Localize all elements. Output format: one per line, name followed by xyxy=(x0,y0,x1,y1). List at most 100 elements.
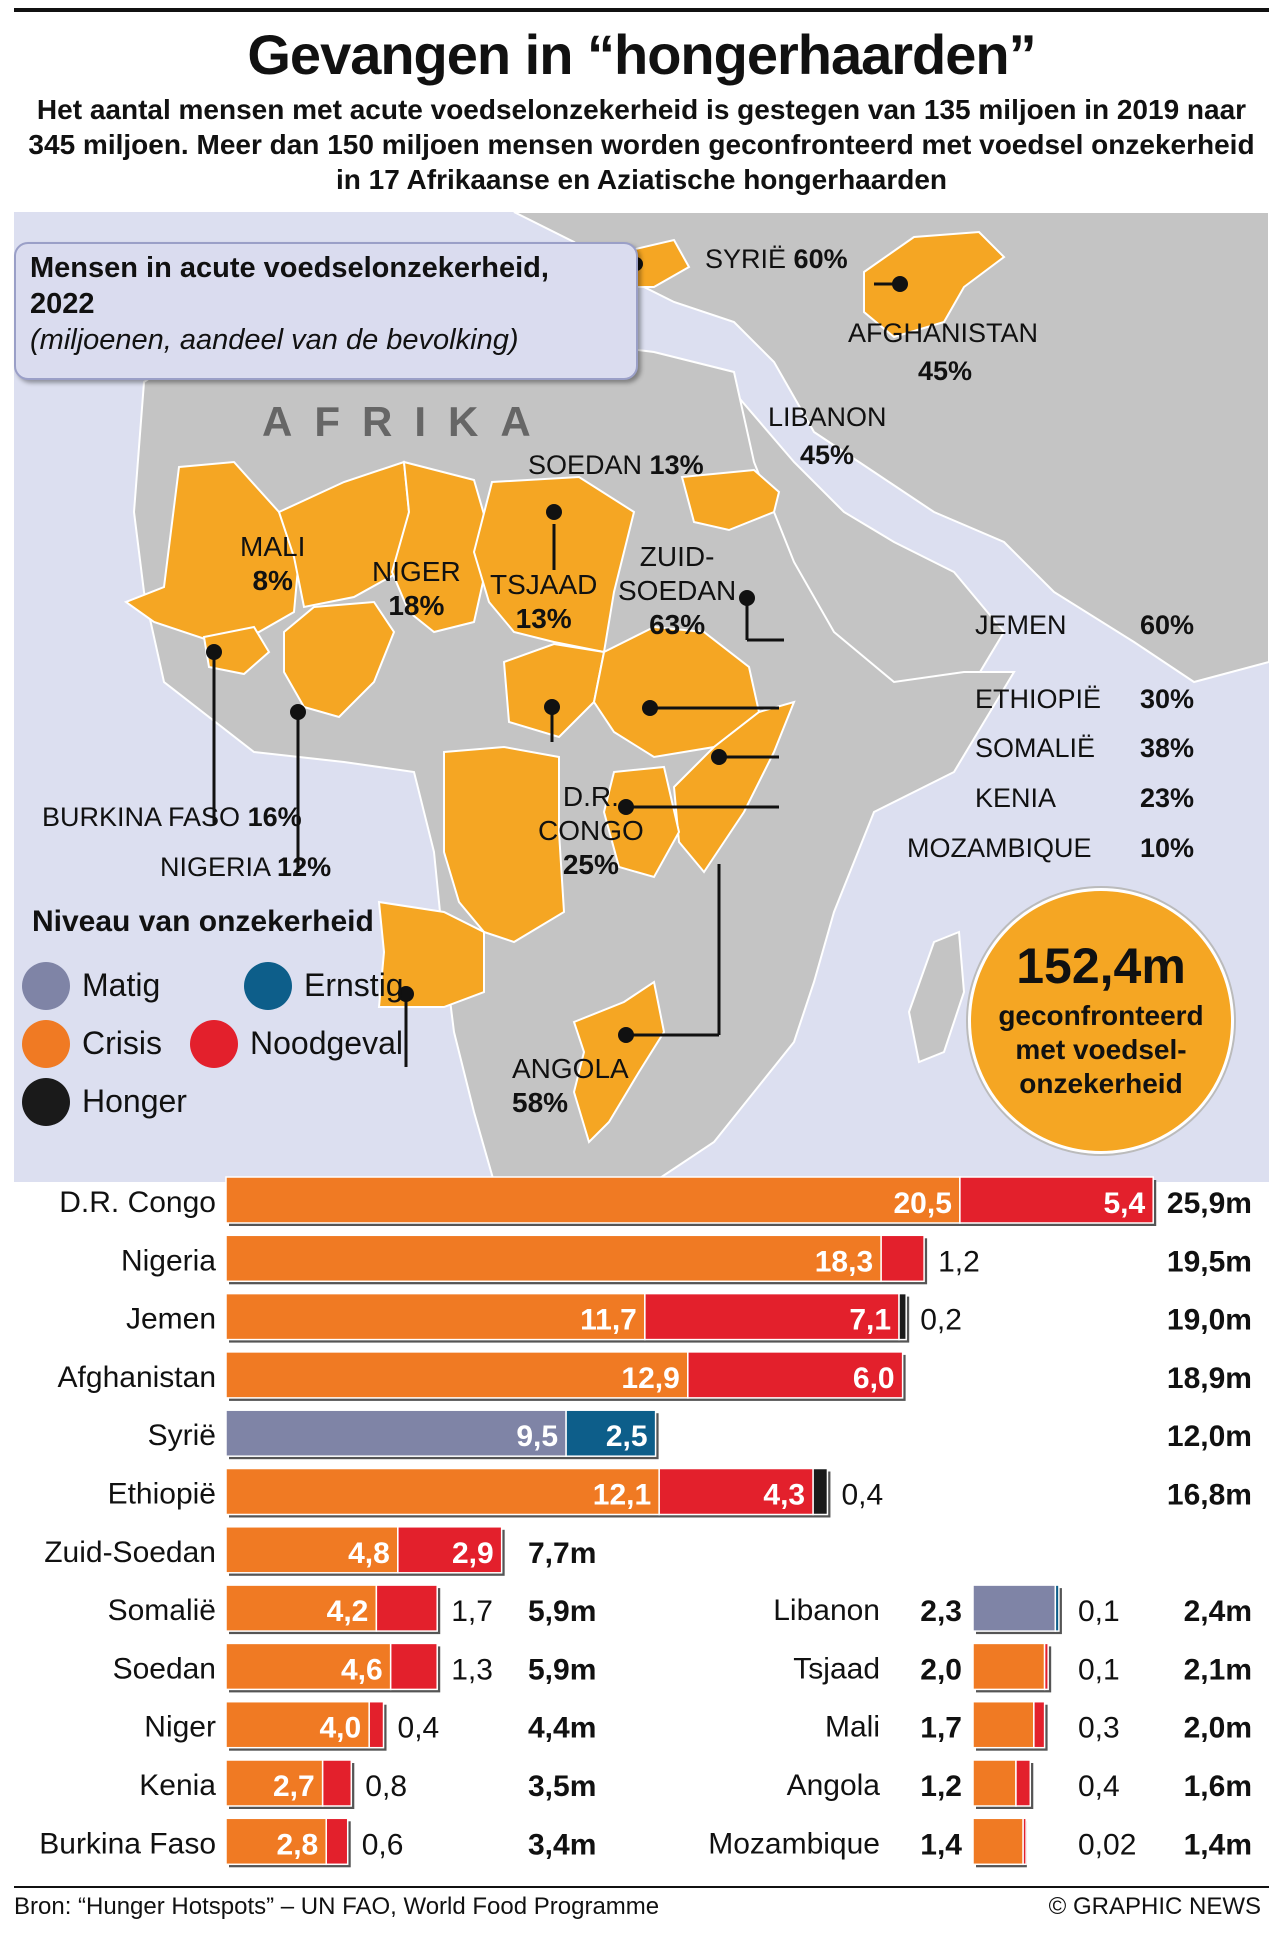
legend-label-noodgeval: Noodgeval xyxy=(250,1025,403,1061)
bar-country-label-afghanistan: Afghanistan xyxy=(58,1361,216,1394)
bubble-text-3: onzekerheid xyxy=(1019,1068,1183,1099)
label-chad: TSJAAD 13% xyxy=(490,569,598,634)
bar-segment-nigeria-noodgeval xyxy=(880,1234,925,1283)
bar-segment-mali-noodgeval xyxy=(1033,1700,1046,1749)
label-mozambique-pct: 10% xyxy=(1140,833,1195,863)
page-subtitle: Het aantal mensen met acute voedselonzek… xyxy=(28,94,1255,195)
bar-segment-kenia-noodgeval xyxy=(321,1759,353,1807)
bar-segment-soedan-crisis xyxy=(225,1642,392,1691)
bar-segment-tsjaad-noodgeval xyxy=(1043,1642,1049,1691)
bar-country-label-libanon: Libanon xyxy=(773,1594,880,1627)
label-afghanistan-pct: 45% xyxy=(918,356,973,386)
bar-value-label-jemen-2: 0,2 xyxy=(920,1304,962,1337)
label-yemen-pct: 60% xyxy=(1140,610,1195,640)
legend-swatch-noodgeval xyxy=(190,1020,238,1068)
map-nigeria xyxy=(283,600,396,719)
bar-value-label-nigeria-0: 18,3 xyxy=(815,1245,873,1278)
page-title: Gevangen in “hongerhaarden” xyxy=(247,23,1036,86)
bar-value-label-tsjaad-0: 2,0 xyxy=(920,1653,962,1686)
bar-country-label-niger: Niger xyxy=(144,1711,216,1744)
bar-country-label-burkina-faso: Burkina Faso xyxy=(39,1827,216,1860)
bubble-text-1: geconfronteerd xyxy=(998,1000,1204,1031)
africa-map xyxy=(14,212,1269,1182)
dot-south-sudan xyxy=(544,699,560,715)
bar-total-label-ethiopi-: 16,8m xyxy=(1167,1479,1252,1512)
legend-label-ernstig: Ernstig xyxy=(304,967,404,1003)
bar-total-label-afghanistan: 18,9m xyxy=(1167,1362,1252,1395)
legend-label-matig: Matig xyxy=(82,967,161,1003)
bar-value-label-soedan-0: 4,6 xyxy=(341,1653,383,1686)
bar-total-label-kenia: 3,5m xyxy=(528,1770,596,1803)
bar-value-label-ethiopi--1: 4,3 xyxy=(763,1479,805,1512)
bubble-text-2: met voedsel- xyxy=(1015,1034,1187,1065)
bar-value-label-d-r-congo-1: 5,4 xyxy=(1104,1187,1146,1220)
map-info-box: Mensen in acute voedselonzekerheid, 2022… xyxy=(14,242,638,380)
bar-value-label-niger-1: 0,4 xyxy=(398,1712,440,1745)
label-burkina: BURKINA FASO 16% xyxy=(42,802,302,832)
legend-label-honger: Honger xyxy=(82,1083,187,1119)
label-mali: MALI 8% xyxy=(240,531,306,596)
bar-value-label-somali--1: 1,7 xyxy=(451,1595,493,1628)
bar-country-label-somali-: Somalië xyxy=(108,1594,216,1627)
bar-segment-somali--crisis xyxy=(225,1584,378,1632)
bar-value-label-jemen-1: 7,1 xyxy=(849,1304,891,1337)
label-syria: SYRIË 60% xyxy=(705,244,848,274)
legend-swatch-ernstig xyxy=(244,962,292,1010)
bar-segment-ethiopi--crisis xyxy=(225,1467,660,1516)
bar-total-label-burkina-faso: 3,4m xyxy=(528,1828,596,1861)
dot-nigeria xyxy=(290,704,306,720)
bar-segment-mozambique-crisis xyxy=(972,1817,1024,1866)
bar-segment-ethiopi--noodgeval xyxy=(658,1467,814,1516)
map-mozambique xyxy=(572,980,666,1144)
bar-segment-mali-crisis xyxy=(972,1700,1035,1749)
bar-segment-afghanistan-crisis xyxy=(225,1351,689,1399)
footer-credit: © GRAPHIC NEWS xyxy=(1048,1893,1261,1920)
label-sudan: SOEDAN 13% xyxy=(528,450,704,480)
label-somalia-pct: 38% xyxy=(1140,733,1195,763)
bar-value-label-angola-1: 0,4 xyxy=(1078,1770,1120,1803)
bar-segment-kenia-crisis xyxy=(225,1759,324,1807)
dot-somalia xyxy=(711,749,727,765)
bar-total-label-angola: 1,6m xyxy=(1184,1770,1252,1803)
map-mali xyxy=(123,460,301,644)
bar-total-label-mozambique: 1,4m xyxy=(1184,1828,1252,1861)
map-drc xyxy=(443,745,566,944)
bar-value-label-kenia-1: 0,8 xyxy=(365,1770,407,1803)
bar-value-label-nigeria-1: 1,2 xyxy=(938,1245,980,1278)
map-chad xyxy=(390,460,494,634)
bar-value-label-afghanistan-0: 12,9 xyxy=(621,1362,679,1395)
bar-segment-angola-noodgeval xyxy=(1015,1759,1032,1807)
dot-ethiopia xyxy=(642,700,658,716)
legend-swatch-matig xyxy=(22,962,70,1010)
bar-value-label-angola-0: 1,2 xyxy=(920,1770,962,1803)
dot-kenya xyxy=(618,799,634,815)
bar-country-label-tsjaad: Tsjaad xyxy=(793,1652,880,1685)
bar-value-label-zuid-soedan-1: 2,9 xyxy=(452,1537,494,1570)
bar-segment-burkina-faso-noodgeval xyxy=(325,1817,349,1866)
bar-country-label-d-r-congo: D.R. Congo xyxy=(59,1186,216,1219)
label-kenya: KENIA xyxy=(975,783,1057,813)
label-niger: NIGER 18% xyxy=(372,556,461,621)
bar-value-label-zuid-soedan-0: 4,8 xyxy=(348,1537,390,1570)
bar-value-label-kenia-0: 2,7 xyxy=(273,1770,315,1803)
bar-value-label-mali-0: 1,7 xyxy=(920,1712,962,1745)
bar-value-label-jemen-0: 11,7 xyxy=(580,1304,637,1337)
bar-total-label-nigeria: 19,5m xyxy=(1167,1245,1252,1278)
bar-chart: D.R. Congo 20,5 5,4 25,9m Nigeria 18,3 1,2 19,5… xyxy=(39,1176,1252,1868)
bar-total-label-niger: 4,4m xyxy=(528,1712,596,1745)
bar-segment-syri--ernstig xyxy=(565,1409,657,1457)
dot-angola xyxy=(398,986,414,1002)
bar-total-label-somali-: 5,9m xyxy=(528,1595,596,1628)
label-lebanon: LIBANON xyxy=(768,402,887,432)
label-afghanistan: AFGHANISTAN xyxy=(848,318,1039,348)
label-ethiopia: ETHIOPIË xyxy=(975,684,1102,714)
bar-segment-ethiopi--honger xyxy=(812,1467,829,1516)
bar-segment-zuid-soedan-crisis xyxy=(225,1526,399,1574)
bar-country-label-angola: Angola xyxy=(787,1769,881,1802)
bar-country-label-kenia: Kenia xyxy=(139,1769,216,1802)
bar-value-label-soedan-1: 1,3 xyxy=(451,1653,493,1686)
bar-value-label-libanon-1: 0,1 xyxy=(1078,1595,1120,1628)
bar-value-label-mali-1: 0,3 xyxy=(1078,1712,1120,1745)
map-kenya xyxy=(602,765,681,879)
bar-segment-jemen-honger xyxy=(898,1292,907,1341)
